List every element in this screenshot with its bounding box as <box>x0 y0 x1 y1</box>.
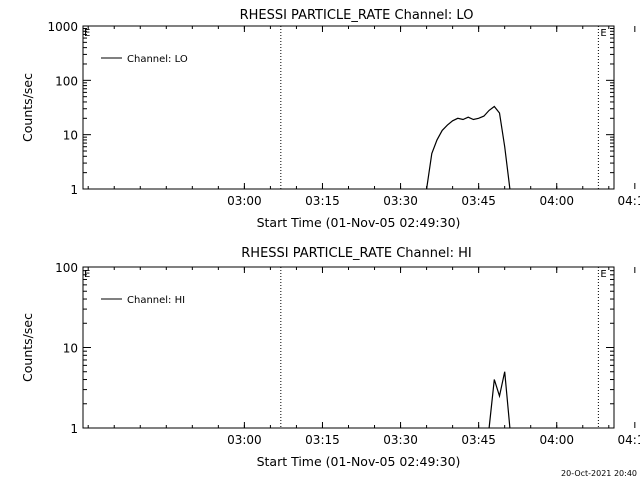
legend-label: Channel: LO <box>127 54 188 65</box>
legend-label: Channel: HI <box>127 295 185 306</box>
series-line <box>426 105 511 190</box>
hi-channel-panel: RHESSI PARTICLE_RATE Channel: HI 03:00 03:… <box>20 246 640 469</box>
event-marker-label: E <box>600 28 606 39</box>
x-tick-label: 03:15 <box>305 433 340 447</box>
y-tick-label: 100 <box>55 261 78 275</box>
chart-title: RHESSI PARTICLE_RATE Channel: LO <box>240 8 474 23</box>
chart-title: RHESSI PARTICLE_RATE Channel: HI <box>241 246 471 261</box>
y-tick-label: 1 <box>70 183 78 197</box>
x-axis-label: Start Time (01-Nov-05 02:49:30) <box>257 454 461 469</box>
y-tick-label: 1 <box>70 422 78 436</box>
x-tick-label: 03:45 <box>461 194 496 208</box>
x-tick-label: 04:15 <box>618 194 640 208</box>
y-tick-label: 10 <box>63 342 78 356</box>
x-tick-label: 04:00 <box>539 433 574 447</box>
corner-marker: E <box>84 28 90 39</box>
plot-frame <box>82 266 615 429</box>
plot-frame <box>82 25 615 190</box>
x-tick-label: 03:00 <box>227 433 262 447</box>
y-tick-label: 100 <box>55 74 78 88</box>
y-tick-label: 10 <box>63 129 78 143</box>
x-tick-label: 04:15 <box>618 433 640 447</box>
x-tick-label: 04:00 <box>539 194 574 208</box>
corner-marker: E <box>84 269 90 280</box>
series-line <box>488 371 511 429</box>
y-tick-label: 1000 <box>47 20 78 34</box>
x-tick-label: 03:30 <box>383 194 418 208</box>
footer-timestamp: 20-Oct-2021 20:40 <box>561 469 637 478</box>
x-axis-label: Start Time (01-Nov-05 02:49:30) <box>257 215 461 230</box>
x-tick-label: 03:30 <box>383 433 418 447</box>
y-axis-label: Counts/sec <box>20 313 35 382</box>
x-tick-label: 03:00 <box>227 194 262 208</box>
event-marker-label: E <box>600 269 606 280</box>
x-tick-label: 03:45 <box>461 433 496 447</box>
y-axis-label: Counts/sec <box>20 73 35 142</box>
x-tick-label: 03:15 <box>305 194 340 208</box>
lo-channel-panel: RHESSI PARTICLE_RATE Channel: LO 03:00 03:… <box>20 8 640 230</box>
